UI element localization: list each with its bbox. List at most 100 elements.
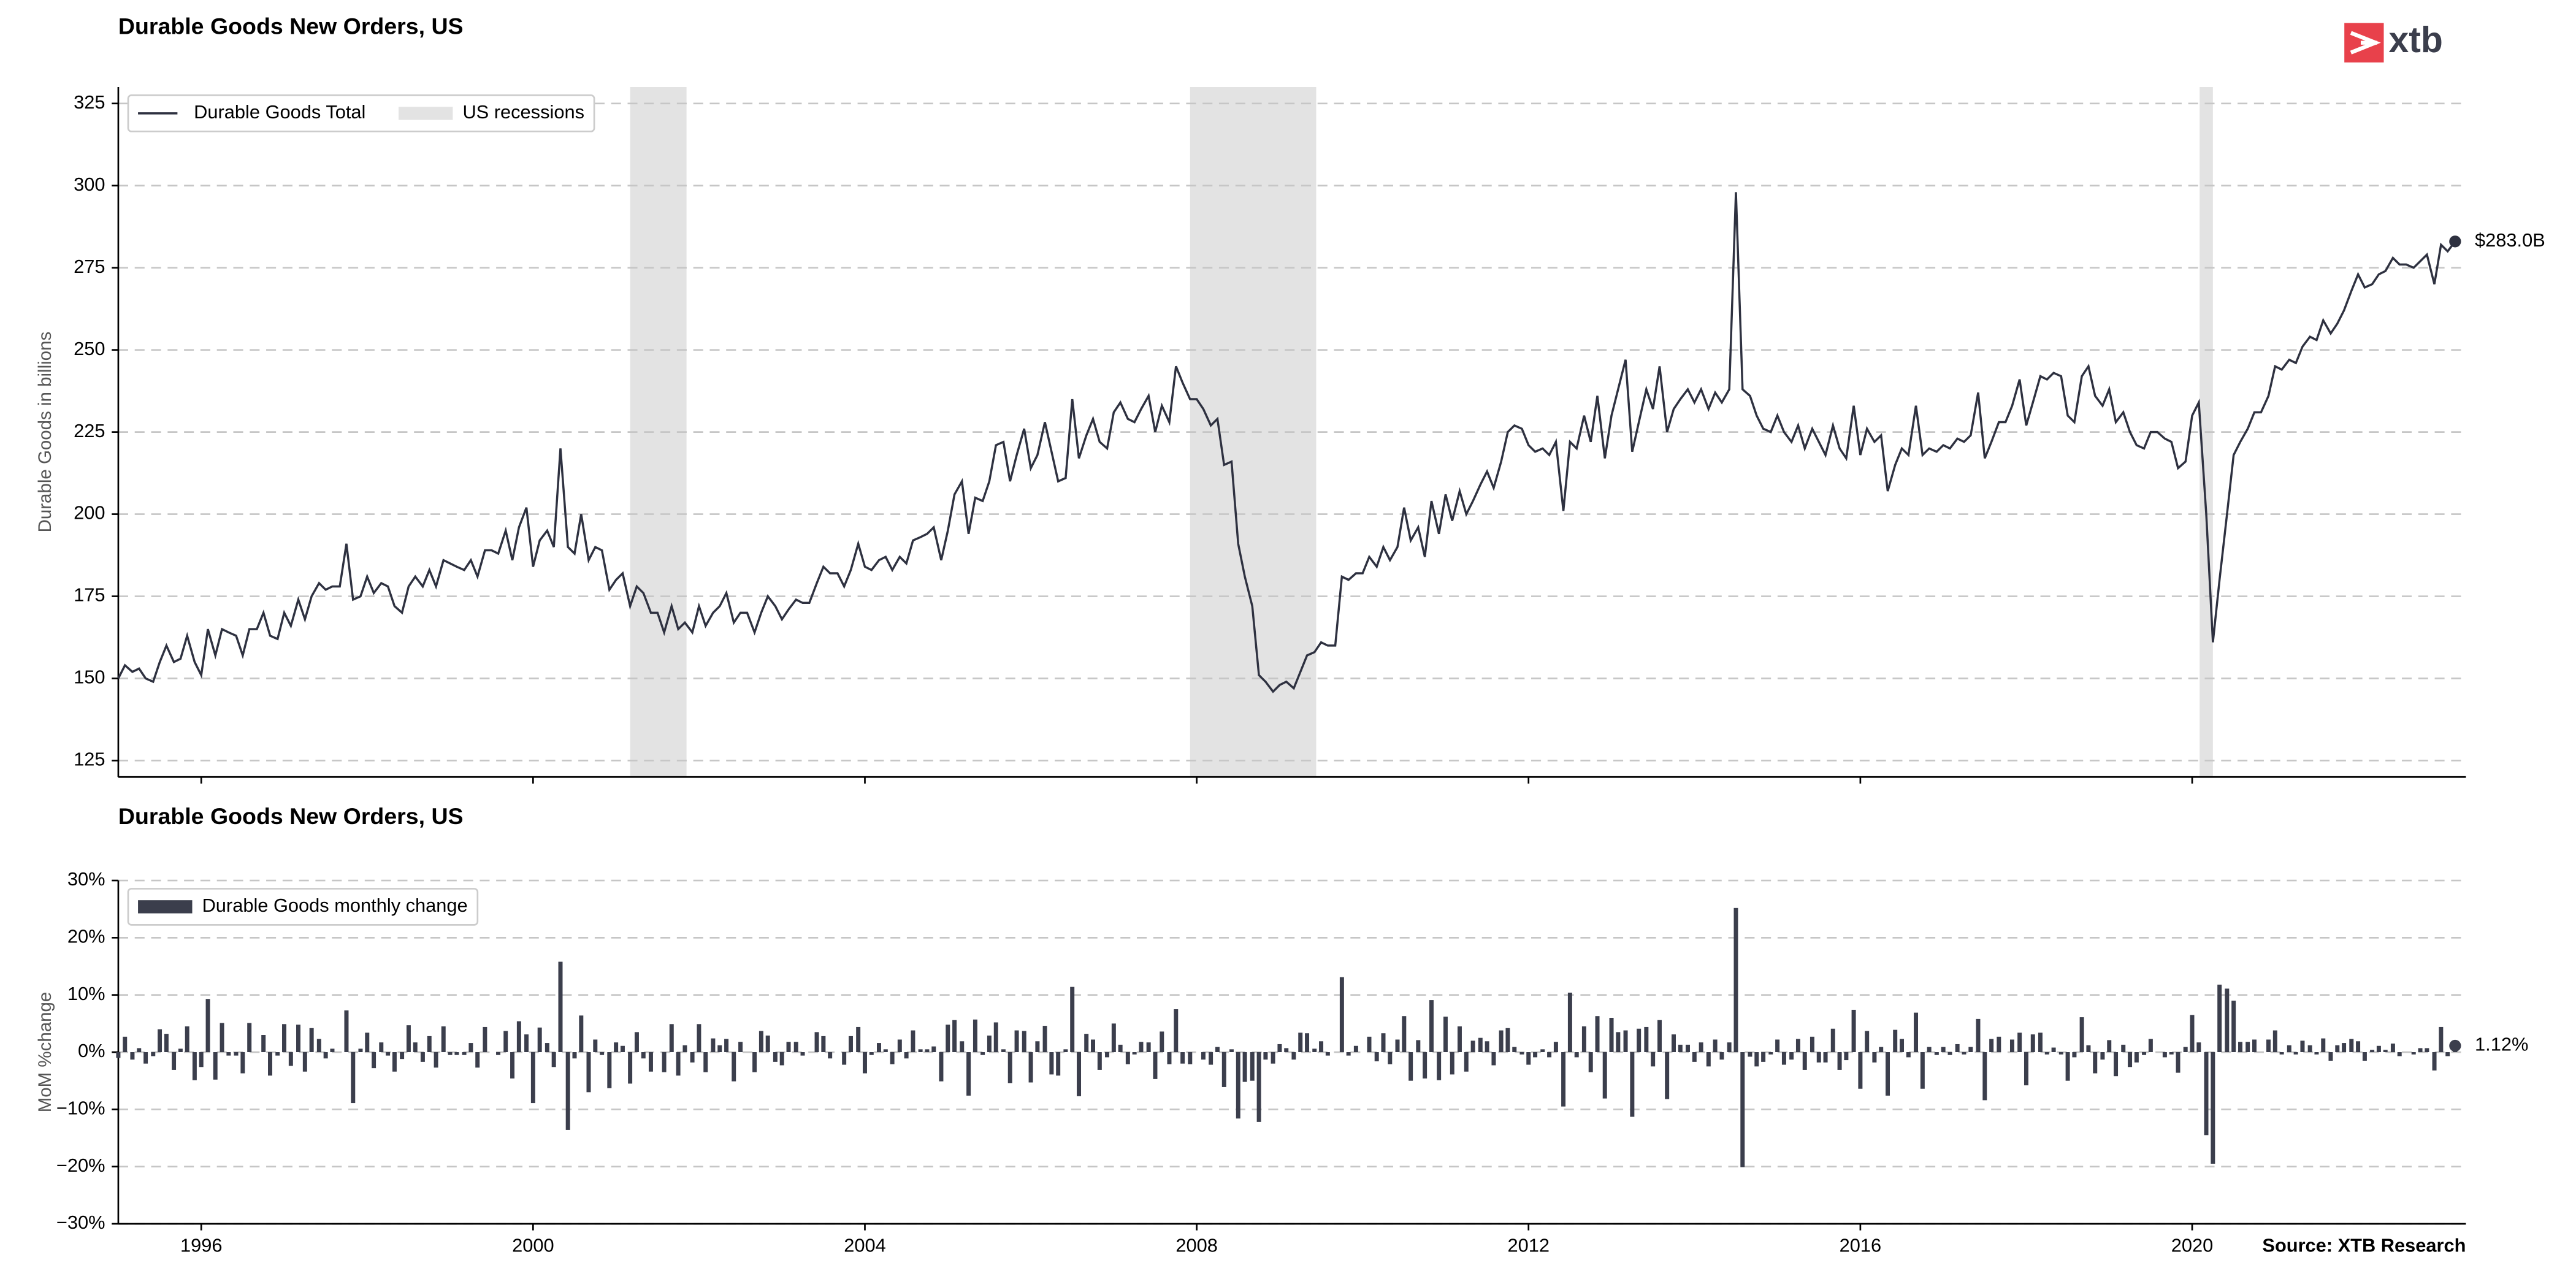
bar bbox=[1381, 1033, 1386, 1053]
bar bbox=[158, 1029, 162, 1053]
bar bbox=[1139, 1042, 1144, 1053]
bar bbox=[448, 1052, 453, 1055]
bar bbox=[330, 1048, 335, 1053]
bar bbox=[800, 1052, 805, 1056]
bar bbox=[2390, 1044, 2395, 1053]
bar bbox=[779, 1052, 784, 1066]
bar bbox=[143, 1052, 148, 1064]
bar bbox=[510, 1052, 515, 1079]
bar bbox=[600, 1052, 605, 1055]
bar bbox=[1533, 1052, 1538, 1058]
end-point bbox=[2449, 1039, 2461, 1052]
bar bbox=[234, 1052, 239, 1056]
bar bbox=[2252, 1039, 2257, 1053]
bar bbox=[1947, 1052, 1952, 1055]
legend-label: Durable Goods Total bbox=[194, 101, 365, 123]
bar bbox=[1167, 1052, 1172, 1064]
bar bbox=[752, 1052, 757, 1072]
bar bbox=[1429, 1000, 1434, 1053]
bar bbox=[413, 1042, 418, 1053]
bar bbox=[1305, 1033, 1310, 1053]
bar bbox=[1221, 1052, 1226, 1087]
bar bbox=[2038, 1033, 2043, 1053]
bar bbox=[2217, 984, 2222, 1053]
bar bbox=[2024, 1052, 2028, 1086]
bar bbox=[2190, 1015, 2195, 1053]
y-tick-label: 200 bbox=[74, 502, 105, 524]
bar bbox=[2238, 1042, 2242, 1053]
bar bbox=[1132, 1052, 1137, 1055]
bar bbox=[392, 1052, 397, 1072]
bar bbox=[579, 1015, 584, 1053]
bar bbox=[1672, 1034, 1676, 1053]
bar bbox=[634, 1032, 639, 1053]
series-line bbox=[117, 192, 2456, 693]
bar bbox=[2065, 1052, 2070, 1081]
bar bbox=[282, 1024, 286, 1053]
end-label: $283.0B bbox=[2475, 229, 2545, 251]
bar bbox=[2058, 1052, 2063, 1055]
bar bbox=[614, 1042, 619, 1053]
y-tick-label: 300 bbox=[74, 174, 105, 195]
bar bbox=[1408, 1052, 1413, 1081]
bar bbox=[1816, 1052, 1821, 1063]
bar bbox=[1761, 1052, 1766, 1062]
bar bbox=[288, 1052, 293, 1066]
bar bbox=[1077, 1052, 1082, 1096]
bar bbox=[2349, 1039, 2354, 1053]
bar bbox=[1879, 1047, 1884, 1053]
bar bbox=[1049, 1052, 1054, 1075]
y-tick-label: −20% bbox=[56, 1155, 105, 1176]
bar bbox=[918, 1049, 923, 1053]
bar bbox=[2411, 1052, 2416, 1055]
bar bbox=[890, 1052, 895, 1064]
bar bbox=[468, 1043, 473, 1053]
y-axis-label: MoM %change bbox=[35, 992, 55, 1113]
bar bbox=[434, 1052, 438, 1068]
bar bbox=[1823, 1052, 1828, 1063]
y-tick-label: 175 bbox=[74, 584, 105, 606]
bar bbox=[483, 1026, 487, 1053]
bar bbox=[2128, 1052, 2133, 1067]
bar bbox=[703, 1052, 708, 1072]
bar bbox=[275, 1052, 280, 1056]
bar bbox=[1706, 1052, 1711, 1067]
bar bbox=[1084, 1034, 1089, 1053]
bar bbox=[946, 1025, 950, 1053]
bar bbox=[1630, 1052, 1635, 1117]
bar bbox=[524, 1034, 529, 1053]
bar bbox=[711, 1038, 716, 1053]
chart-title: Durable Goods New Orders, US bbox=[118, 13, 464, 39]
bar bbox=[1581, 1026, 1586, 1053]
bar bbox=[1298, 1033, 1303, 1053]
bar bbox=[1505, 1028, 1510, 1053]
bar bbox=[2107, 1040, 2112, 1053]
bar bbox=[662, 1052, 667, 1072]
bar bbox=[607, 1052, 612, 1088]
bar bbox=[1567, 992, 1572, 1053]
bar bbox=[1526, 1052, 1531, 1065]
bar bbox=[2196, 1042, 2201, 1053]
bar bbox=[551, 1052, 556, 1067]
bar bbox=[1146, 1042, 1151, 1053]
bar bbox=[1105, 1052, 1109, 1058]
bar bbox=[869, 1052, 874, 1055]
y-axis-label: Durable Goods in billions bbox=[35, 332, 55, 533]
bar bbox=[1215, 1047, 1220, 1053]
bar bbox=[1588, 1052, 1593, 1072]
bar bbox=[2439, 1026, 2444, 1053]
bar bbox=[1941, 1047, 1946, 1053]
bar bbox=[1416, 1040, 1421, 1053]
bar bbox=[309, 1028, 314, 1053]
bar bbox=[690, 1052, 695, 1063]
bar bbox=[1325, 1052, 1330, 1056]
bar bbox=[1346, 1052, 1351, 1056]
bar bbox=[1651, 1052, 1656, 1067]
y-tick-label: −30% bbox=[56, 1212, 105, 1233]
bar bbox=[1553, 1042, 1558, 1053]
legend-box bbox=[127, 94, 595, 132]
bar bbox=[164, 1034, 169, 1053]
bar bbox=[1111, 1023, 1116, 1053]
bar bbox=[2328, 1052, 2333, 1061]
